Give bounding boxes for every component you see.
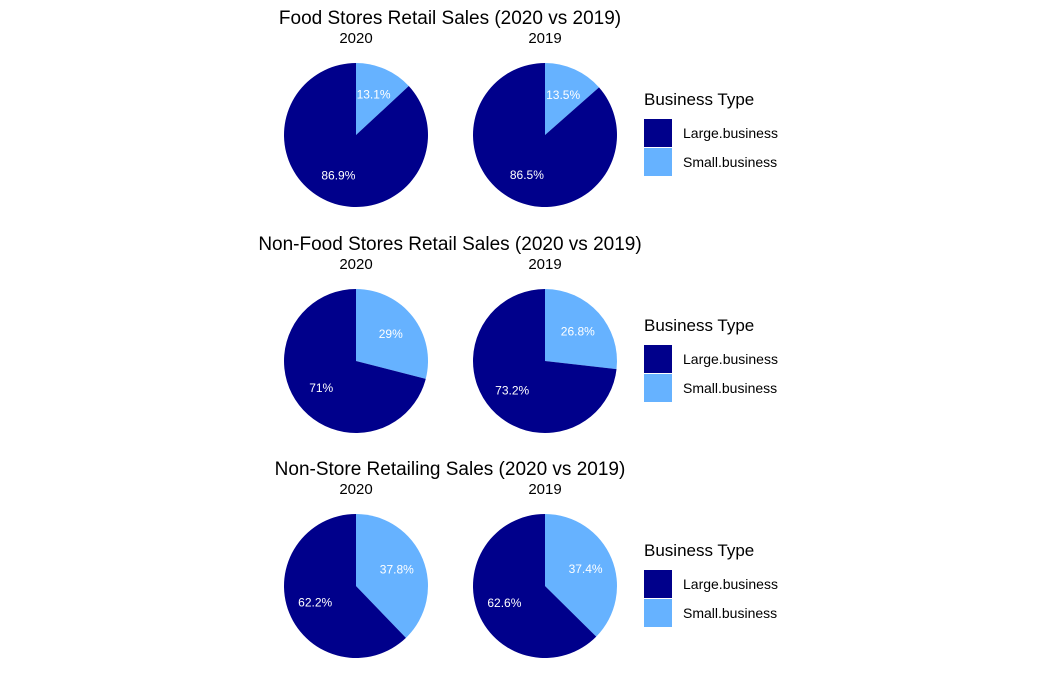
slice-percent-label: 86.9% bbox=[321, 168, 355, 182]
legend-title: Business Type bbox=[644, 541, 755, 560]
legend-swatch bbox=[644, 345, 672, 373]
pie-slice-small-business bbox=[545, 514, 617, 637]
legend-item: Small.business bbox=[644, 599, 844, 628]
legend-label: Small.business bbox=[683, 154, 778, 170]
legend-title: Business Type bbox=[644, 90, 755, 109]
legend-item: Small.business bbox=[644, 374, 844, 403]
pie-slice-large-business bbox=[472, 63, 617, 207]
slice-percent-label: 37.4% bbox=[569, 562, 603, 576]
slice-percent-label: 62.6% bbox=[487, 596, 521, 610]
legend-title: Business Type bbox=[644, 316, 755, 335]
slice-percent-label: 62.2% bbox=[298, 595, 332, 609]
legend-item: Small.business bbox=[644, 148, 844, 177]
slice-percent-label: 71% bbox=[309, 381, 333, 395]
pie-slice-small-business bbox=[356, 514, 428, 638]
legend-label: Large.business bbox=[683, 125, 778, 141]
legend: Business Type Large.business Small.busines… bbox=[644, 316, 844, 403]
slice-percent-label: 29% bbox=[379, 327, 403, 341]
legend: Business Type Large.business Small.busines… bbox=[644, 90, 844, 177]
legend-item: Large.business bbox=[644, 570, 844, 599]
slice-percent-label: 37.8% bbox=[380, 563, 414, 577]
facet-label: 2020 bbox=[339, 481, 373, 498]
facet-label: 2019 bbox=[528, 481, 562, 498]
pie-slice-small-business bbox=[356, 289, 429, 379]
pie-slice-large-business bbox=[472, 514, 597, 658]
facet-label: 2019 bbox=[528, 30, 562, 47]
pie-slice-large-business bbox=[283, 62, 428, 208]
pie-plot-area: 29% 71% 26.8% 73.2% bbox=[284, 289, 618, 433]
pie-slice-small-business bbox=[545, 289, 618, 370]
slice-percent-label: 26.8% bbox=[561, 325, 595, 339]
legend-item: Large.business bbox=[644, 345, 844, 374]
slice-percent-label: 73.2% bbox=[495, 383, 529, 397]
legend-swatch bbox=[644, 570, 672, 598]
legend-label: Large.business bbox=[683, 351, 778, 367]
chart-title: Non-Store Retailing Sales (2020 vs 2019) bbox=[274, 459, 626, 480]
chart-panel: Food Stores Retail Sales (2020 vs 2019) 1… bbox=[0, 8, 1050, 234]
pie-slice-small-business bbox=[356, 63, 409, 135]
chart-panel: Non-Store Retailing Sales (2020 vs 2019)… bbox=[0, 459, 1050, 685]
pie-slice-large-business bbox=[283, 514, 406, 658]
pie-slice-large-business bbox=[284, 289, 426, 433]
legend-label: Large.business bbox=[683, 576, 778, 592]
chart-title: Non-Food Stores Retail Sales (2020 vs 20… bbox=[258, 234, 642, 255]
legend-swatch bbox=[644, 119, 672, 147]
legend-item: Large.business bbox=[644, 119, 844, 148]
legend-swatch bbox=[644, 148, 672, 176]
facet-label: 2019 bbox=[528, 256, 562, 273]
facet-label: 2020 bbox=[339, 30, 373, 47]
pie-plot-area: 37.8% 62.2% 37.4% 62.6% bbox=[283, 514, 617, 658]
chart-title: Food Stores Retail Sales (2020 vs 2019) bbox=[278, 8, 622, 29]
legend-swatch bbox=[644, 599, 672, 627]
slice-percent-label: 86.5% bbox=[510, 168, 544, 182]
legend-label: Small.business bbox=[683, 380, 778, 396]
slice-percent-label: 13.5% bbox=[546, 88, 580, 102]
facet-label: 2020 bbox=[339, 256, 373, 273]
slice-percent-label: 13.1% bbox=[357, 88, 391, 102]
legend-label: Small.business bbox=[683, 605, 778, 621]
chart-panel: Non-Food Stores Retail Sales (2020 vs 20… bbox=[0, 234, 1050, 460]
pie-slice-large-business bbox=[473, 289, 617, 433]
pie-slice-small-business bbox=[545, 63, 600, 135]
legend-swatch bbox=[644, 374, 672, 402]
pie-plot-area: 13.1% 86.9% 13.5% 86.5% bbox=[283, 62, 617, 208]
legend: Business Type Large.business Small.busines… bbox=[644, 541, 844, 628]
